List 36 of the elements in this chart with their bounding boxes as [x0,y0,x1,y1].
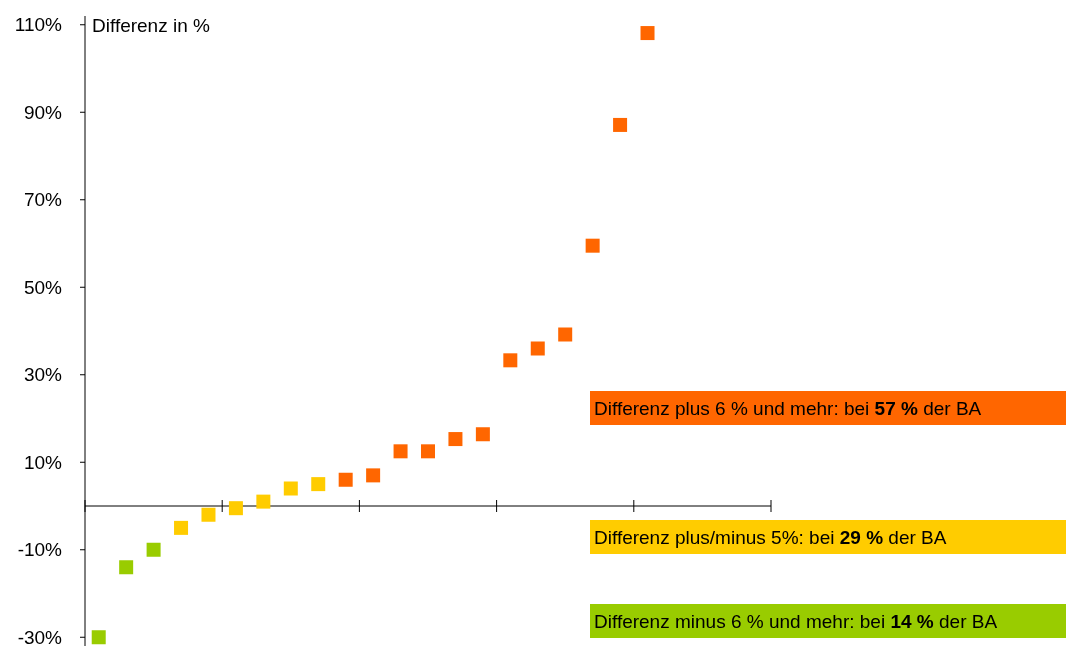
point [640,26,655,41]
point [256,494,271,509]
y-tick-label: -10% [17,539,63,561]
point [283,481,298,496]
annotation: Differenz minus 6 % und mehr: bei 14 % der BA [594,611,998,632]
annotation: Differenz plus/minus 5%: bei 29 % der BA [594,527,947,548]
y-tick-label: -30% [17,626,63,648]
point [366,468,381,483]
point [475,427,490,442]
y-tick-label: 70% [23,189,63,211]
point [201,507,216,522]
point [393,444,408,459]
point [613,117,628,132]
note-box: Differenz plus/minus 5%: bei 29 % der BA [590,520,1066,554]
point [585,238,600,253]
note-box: Differenz plus 6 % und mehr: bei 57 % der BA [590,391,1066,425]
point [311,477,326,492]
annotation: Differenz plus 6 % und mehr: bei 57 % der BA [594,398,982,419]
point [448,432,463,447]
point [503,353,518,368]
point [558,327,573,342]
point [174,520,189,535]
y-tick-label: 50% [23,276,63,298]
point [530,341,545,356]
y-tick-label: 110% [14,14,63,36]
note-box: Differenz minus 6 % und mehr: bei 14 % der BA [590,604,1066,638]
point [91,630,106,645]
y-tick-label: 30% [23,364,63,386]
y-axis-title: Differenz in % [92,15,211,36]
point [421,444,435,459]
point [338,472,353,487]
point [119,560,134,575]
y-tick-label: 90% [23,101,63,123]
point [228,501,243,516]
y-tick-label: 10% [23,451,63,473]
point [146,542,161,557]
